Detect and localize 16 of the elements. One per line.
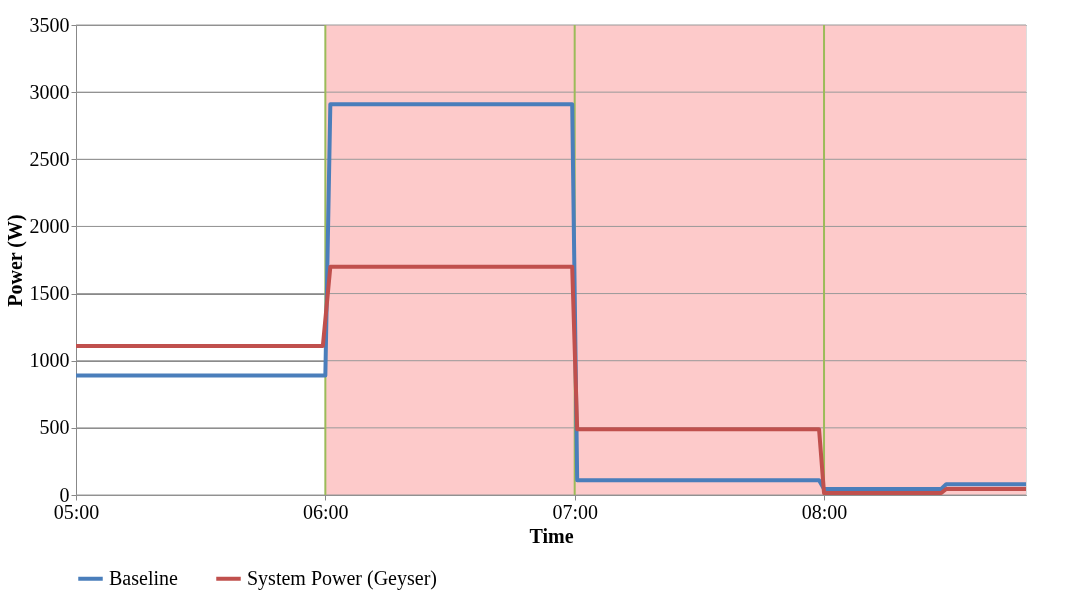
x-axis-title: Time [529,524,574,547]
y-tick-label: 1000 [29,349,70,372]
y-tick-label: 500 [39,416,70,439]
y-tick-label: 2500 [29,147,70,170]
y-tick-label: 2000 [29,214,70,237]
x-tick-label: 06:00 [303,500,349,523]
y-tick-label: 1500 [29,282,70,305]
line-series [74,264,1028,495]
y-tick-label: 0 [59,483,70,506]
x-tick-label: 07:00 [552,500,598,523]
legend-label: Baseline [109,566,178,589]
y-tick-label: 3000 [29,80,70,103]
x-tick-label: 08:00 [801,500,848,523]
y-axis-title: Power (W) [3,214,27,307]
y-tick-label: 3500 [29,13,70,36]
legend-label: System Power (Geyser) [247,566,437,590]
